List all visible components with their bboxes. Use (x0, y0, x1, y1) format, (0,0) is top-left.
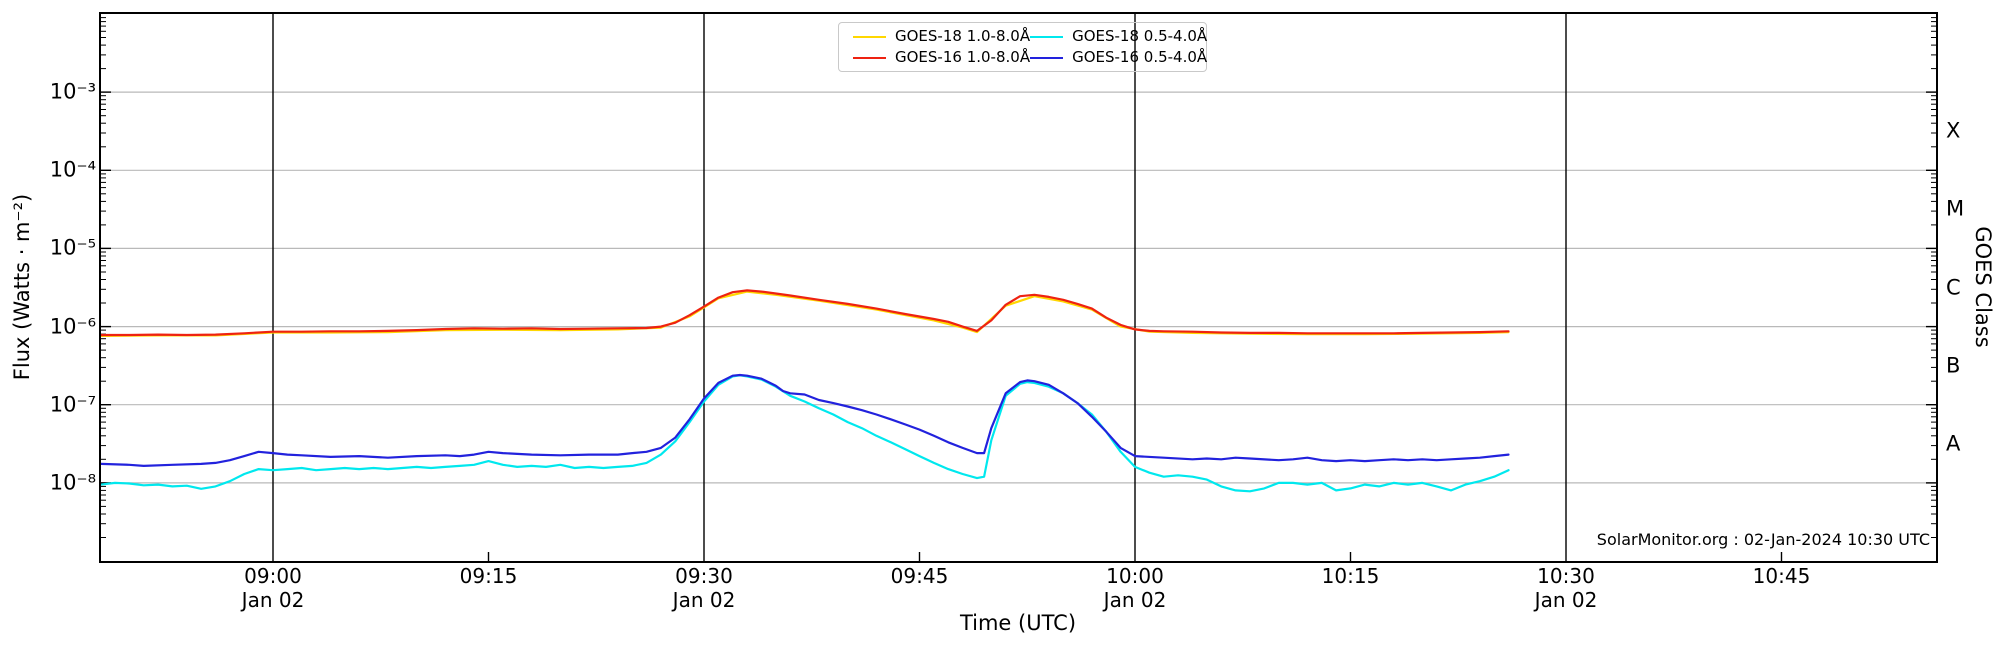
x-axis-title: Time (UTC) (959, 611, 1077, 635)
x-tick-label: 10:00 (1106, 564, 1164, 588)
y-tick-label: 10⁻⁶ (49, 314, 96, 339)
plot-svg (101, 14, 1936, 561)
attribution-text: SolarMonitor.org : 02-Jan-2024 10:30 UTC (1596, 530, 1930, 549)
y-tick-label: 10⁻³ (49, 79, 96, 104)
goes16-long-line-swatch (853, 56, 886, 59)
goes18-long-line-swatch (853, 35, 886, 38)
x-tick-label: 10:45 (1752, 564, 1811, 588)
x-tick-label: 09:45 (890, 564, 949, 588)
goes-class-label: X (1946, 118, 1961, 143)
legend-item-goes16-long: GOES-16 1.0-8.0Å (853, 47, 1030, 68)
x-tick-day-label: Jan 02 (1103, 588, 1167, 612)
x-tick-day-label: Jan 02 (1534, 588, 1598, 612)
legend-label: GOES-16 1.0-8.0Å (895, 48, 1031, 66)
goes-class-label: A (1946, 431, 1961, 456)
x-tick-day-label: Jan 02 (241, 588, 305, 612)
y-tick-label: 10⁻⁸ (49, 470, 96, 495)
x-tick-label: 09:30 (675, 564, 733, 588)
x-tick-label: 09:00 (244, 564, 302, 588)
x-tick-label: 10:30 (1537, 564, 1595, 588)
goes16-long-curve (101, 289, 1510, 337)
legend-label: GOES-16 0.5-4.0Å (1072, 48, 1208, 66)
x-tick-label: 09:15 (459, 564, 518, 588)
x-tick-label: 10:15 (1321, 564, 1380, 588)
x-tick-day-label: Jan 02 (672, 588, 736, 612)
goes16-short-line-swatch (1030, 56, 1064, 59)
goes-class-label: M (1946, 196, 1965, 221)
y-tick-label: 10⁻⁵ (49, 235, 96, 260)
y-tick-label: 10⁻⁷ (49, 392, 96, 417)
legend: GOES-18 1.0-8.0Å GOES-16 1.0-8.0Å GOES-1… (838, 22, 1207, 72)
goes-class-label: B (1946, 353, 1961, 378)
goes16-short-curve (101, 373, 1510, 467)
legend-item-goes18-long: GOES-18 1.0-8.0Å (853, 26, 1030, 47)
goes18-short-line-swatch (1030, 35, 1064, 38)
y-axis-title: Flux (Watts · m⁻²) (10, 193, 34, 381)
y-tick-label: 10⁻⁴ (49, 157, 96, 182)
legend-label: GOES-18 1.0-8.0Å (895, 27, 1031, 45)
goes-class-label: C (1946, 275, 1961, 299)
goes18-short-curve (101, 374, 1510, 493)
plot-area (99, 12, 1938, 563)
right-axis-title: GOES Class (1971, 226, 1995, 348)
legend-label: GOES-18 0.5-4.0Å (1072, 27, 1208, 45)
legend-item-goes18-short: GOES-18 0.5-4.0Å (1030, 26, 1207, 47)
legend-item-goes16-short: GOES-16 0.5-4.0Å (1030, 47, 1207, 68)
